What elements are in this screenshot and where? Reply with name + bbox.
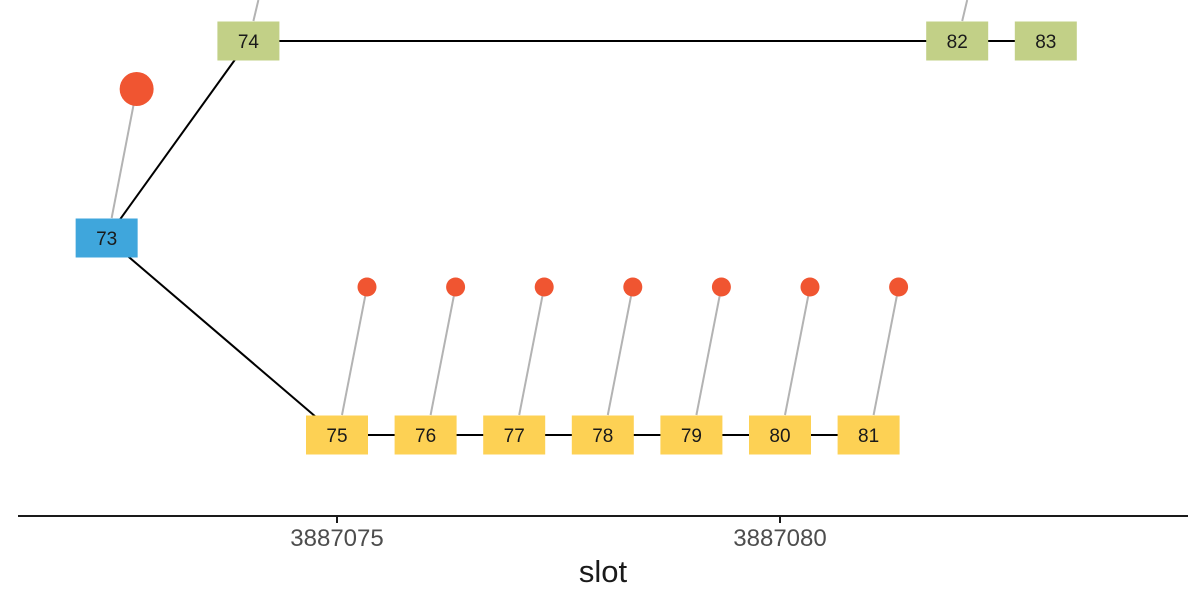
block-label-75: 75 <box>326 426 347 447</box>
vote-dot-78 <box>623 277 643 297</box>
block-box-75 <box>306 415 368 455</box>
block-box-80 <box>749 415 811 455</box>
block-75: 75 <box>306 415 368 455</box>
block-box-76 <box>394 415 457 455</box>
block-label-82: 82 <box>947 32 968 53</box>
block-box-73 <box>75 218 138 258</box>
vote-dot-81 <box>889 277 909 297</box>
block-80: 80 <box>749 415 811 455</box>
x-axis-title: slot <box>579 554 628 589</box>
block-label-74: 74 <box>238 32 260 53</box>
block-box-74 <box>217 21 280 61</box>
x-tick-label-3887080: 3887080 <box>733 525 826 552</box>
block-box-77 <box>483 415 546 455</box>
block-box-81 <box>837 415 900 455</box>
vote-dot-80 <box>800 277 820 297</box>
block-label-81: 81 <box>858 426 879 447</box>
votes <box>110 72 909 416</box>
chain-edge-73-74 <box>105 40 250 239</box>
blocks: 73 74 75 76 77 78 79 80 81 82 83 <box>75 21 1077 455</box>
vote-link-80 <box>784 286 811 416</box>
vote-link-81 <box>872 286 900 416</box>
vote-dot-77 <box>534 277 554 297</box>
block-78: 78 <box>571 415 634 455</box>
block-label-80: 80 <box>769 426 790 447</box>
x-axis: 3887075 3887080 slot <box>18 515 1188 589</box>
block-box-78 <box>571 415 634 455</box>
block-label-78: 78 <box>592 426 613 447</box>
block-box-79 <box>660 415 723 455</box>
vote-link-75 <box>341 286 368 416</box>
vote-link-73 <box>110 88 138 219</box>
vote-link-77 <box>518 286 546 416</box>
block-81: 81 <box>837 415 900 455</box>
vote-dot-79 <box>711 277 731 297</box>
block-label-77: 77 <box>504 426 525 447</box>
block-77: 77 <box>483 415 546 455</box>
block-label-76: 76 <box>415 426 436 447</box>
chain-edges <box>105 0 1046 436</box>
block-82: 82 <box>926 21 989 61</box>
x-axis-ticks: 3887075 3887080 <box>290 516 827 552</box>
block-label-83: 83 <box>1035 32 1056 53</box>
block-label-73: 73 <box>96 229 117 250</box>
block-74: 74 <box>217 21 280 61</box>
offscreen-link-74 <box>252 0 260 22</box>
chain-edge-73-75 <box>105 237 338 436</box>
x-tick-label-3887075: 3887075 <box>290 525 383 552</box>
vote-dot-73 <box>119 72 154 106</box>
block-label-79: 79 <box>681 426 702 447</box>
offscreen-link-82 <box>961 0 969 22</box>
block-76: 76 <box>394 415 457 455</box>
block-box-83 <box>1014 21 1077 61</box>
block-79: 79 <box>660 415 723 455</box>
vote-dot-76 <box>446 277 466 297</box>
vote-dot-75 <box>357 277 377 297</box>
block-83: 83 <box>1014 21 1077 61</box>
vote-link-79 <box>695 286 723 416</box>
vote-link-76 <box>429 286 457 416</box>
vote-link-78 <box>606 286 634 416</box>
block-73: 73 <box>75 218 138 258</box>
block-box-82 <box>926 21 989 61</box>
